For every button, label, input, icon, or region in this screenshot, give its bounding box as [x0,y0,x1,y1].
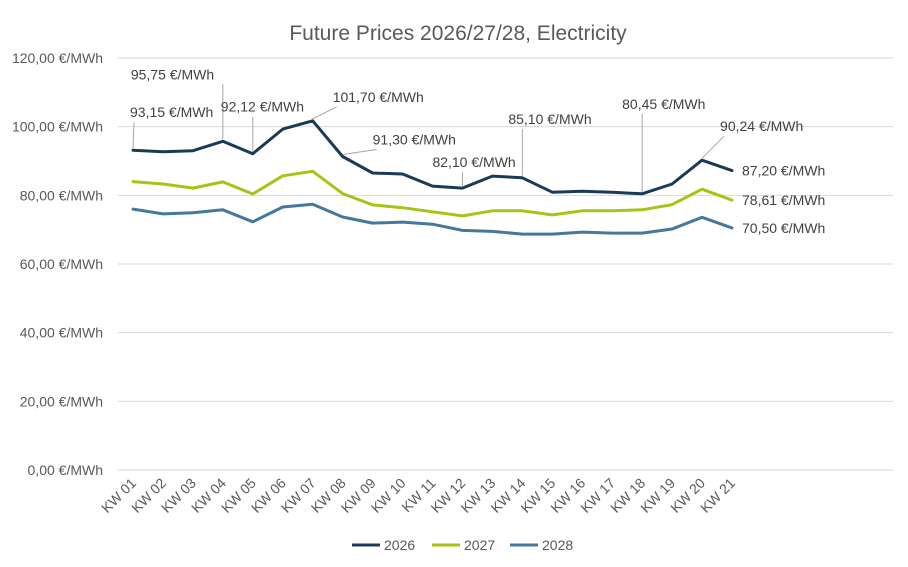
y-tick-label: 0,00 €/MWh [28,462,103,478]
chart-title: Future Prices 2026/27/28, Electricity [289,22,627,45]
x-tick-label: KW 10 [368,475,409,516]
data-label: 78,61 €/MWh [742,192,825,208]
data-label: 92,12 €/MWh [221,99,304,115]
data-label: 95,75 €/MWh [131,66,214,82]
y-tick-label: 120,00 €/MWh [12,50,103,66]
series-line-2026 [131,119,734,196]
y-axis-tick-labels: 0,00 €/MWh 20,00 €/MWh 40,00 €/MWh 60,00 €/… [12,50,103,478]
data-label-leaders [132,84,725,192]
data-label-leader [312,106,337,120]
data-label-leader [701,135,725,159]
data-label: 101,70 €/MWh [333,89,424,105]
legend: 2026 2027 2028 [352,537,573,553]
legend-label: 2028 [542,537,573,553]
y-tick-label: 100,00 €/MWh [12,119,103,135]
data-label: 82,10 €/MWh [432,154,515,170]
series-lines [131,119,734,236]
data-label-leader [342,149,377,156]
data-label: 91,30 €/MWh [373,132,456,148]
data-label-leader [132,122,135,149]
series-line-2027 [131,169,734,218]
y-tick-label: 80,00 €/MWh [20,187,103,203]
data-label: 90,24 €/MWh [720,118,803,134]
y-tick-label: 40,00 €/MWh [20,325,103,341]
data-label: 93,15 €/MWh [130,104,213,120]
data-label: 80,45 €/MWh [622,96,705,112]
legend-label: 2027 [464,537,495,553]
data-labels: 93,15 €/MWh 95,75 €/MWh 92,12 €/MWh 101,70 … [130,66,825,236]
gridlines [118,57,893,471]
series-line-2028 [131,202,734,236]
x-tick-label: KW 21 [697,475,738,516]
data-label: 70,50 €/MWh [742,220,825,236]
y-tick-label: 20,00 €/MWh [20,393,103,409]
y-tick-label: 60,00 €/MWh [20,256,103,272]
data-label: 85,10 €/MWh [508,111,591,127]
legend-label: 2026 [384,537,415,553]
data-label: 87,20 €/MWh [742,163,825,179]
